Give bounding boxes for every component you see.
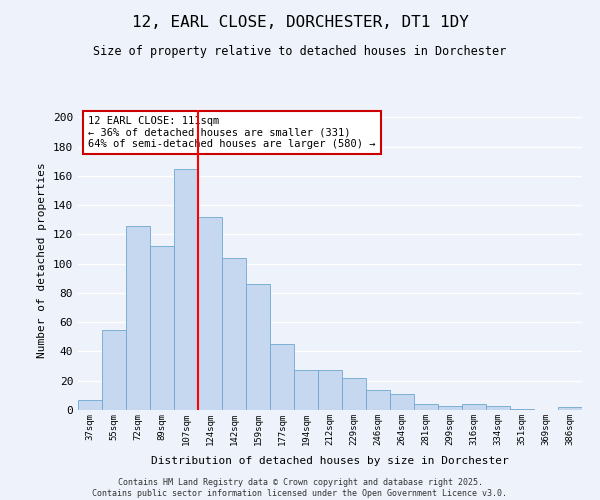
Bar — [390, 394, 414, 410]
Bar — [198, 217, 222, 410]
Bar — [342, 378, 366, 410]
Bar — [462, 404, 486, 410]
Bar — [366, 390, 390, 410]
Bar — [78, 400, 102, 410]
Bar — [558, 407, 582, 410]
Bar — [294, 370, 318, 410]
Bar — [222, 258, 246, 410]
Bar — [126, 226, 150, 410]
Bar — [150, 246, 174, 410]
Bar — [414, 404, 438, 410]
Bar — [318, 370, 342, 410]
Bar — [174, 168, 198, 410]
Bar — [486, 406, 510, 410]
Text: 12, EARL CLOSE, DORCHESTER, DT1 1DY: 12, EARL CLOSE, DORCHESTER, DT1 1DY — [131, 15, 469, 30]
Bar — [246, 284, 270, 410]
Bar — [102, 330, 126, 410]
Text: 12 EARL CLOSE: 111sqm
← 36% of detached houses are smaller (331)
64% of semi-det: 12 EARL CLOSE: 111sqm ← 36% of detached … — [88, 116, 376, 149]
X-axis label: Distribution of detached houses by size in Dorchester: Distribution of detached houses by size … — [151, 456, 509, 466]
Text: Size of property relative to detached houses in Dorchester: Size of property relative to detached ho… — [94, 45, 506, 58]
Text: Contains HM Land Registry data © Crown copyright and database right 2025.
Contai: Contains HM Land Registry data © Crown c… — [92, 478, 508, 498]
Bar — [510, 408, 534, 410]
Y-axis label: Number of detached properties: Number of detached properties — [37, 162, 47, 358]
Bar — [270, 344, 294, 410]
Bar — [438, 406, 462, 410]
